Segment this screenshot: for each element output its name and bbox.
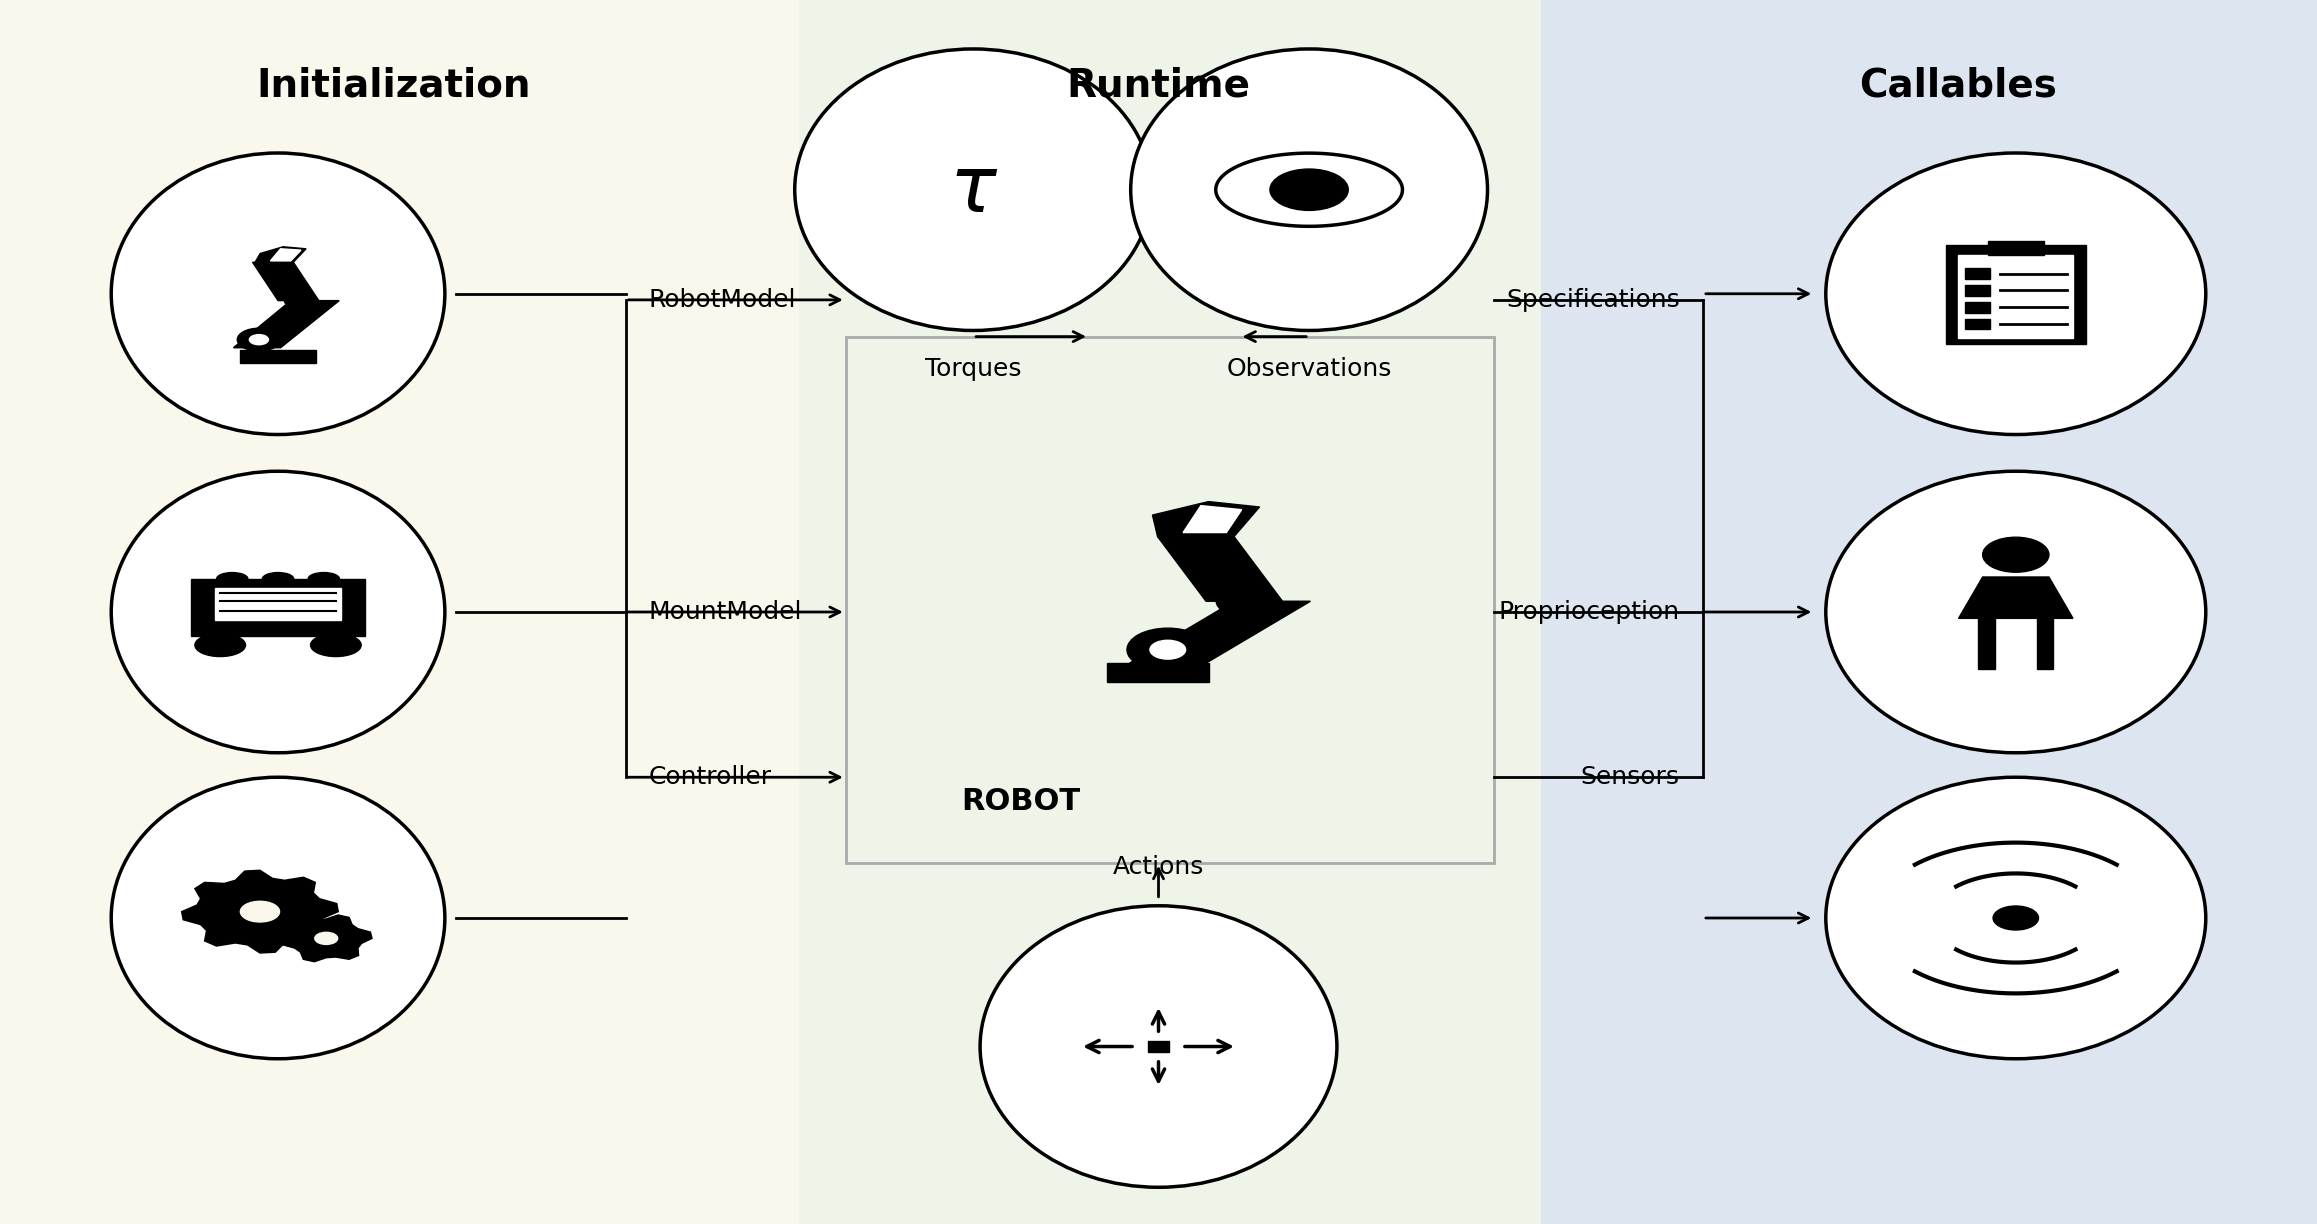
Text: Sensors: Sensors <box>1580 765 1680 789</box>
Polygon shape <box>1152 502 1260 536</box>
Ellipse shape <box>215 573 248 585</box>
Text: RobotModel: RobotModel <box>649 288 797 312</box>
Polygon shape <box>280 916 373 962</box>
Ellipse shape <box>308 573 341 585</box>
Polygon shape <box>1108 663 1209 682</box>
Polygon shape <box>1158 536 1281 601</box>
Polygon shape <box>255 247 306 262</box>
Ellipse shape <box>1826 153 2206 435</box>
Polygon shape <box>1946 245 2085 344</box>
FancyBboxPatch shape <box>799 0 1541 1224</box>
Ellipse shape <box>980 906 1337 1187</box>
Polygon shape <box>271 248 301 261</box>
FancyBboxPatch shape <box>846 337 1494 863</box>
Polygon shape <box>239 350 315 364</box>
Polygon shape <box>1979 618 1995 670</box>
Text: ROBOT: ROBOT <box>962 787 1080 816</box>
Polygon shape <box>181 870 338 953</box>
Polygon shape <box>1216 153 1402 226</box>
Ellipse shape <box>1216 586 1272 616</box>
Text: Torques: Torques <box>924 357 1022 382</box>
Ellipse shape <box>195 634 246 656</box>
Text: Actions: Actions <box>1112 854 1205 879</box>
Text: Observations: Observations <box>1226 357 1393 382</box>
Ellipse shape <box>795 49 1152 330</box>
Ellipse shape <box>1149 640 1186 660</box>
Ellipse shape <box>1983 537 2048 573</box>
FancyBboxPatch shape <box>0 0 799 1224</box>
FancyBboxPatch shape <box>1541 0 2317 1224</box>
Ellipse shape <box>1131 49 1488 330</box>
Text: Controller: Controller <box>649 765 772 789</box>
Text: Specifications: Specifications <box>1506 288 1680 312</box>
Polygon shape <box>1128 601 1311 663</box>
Ellipse shape <box>111 471 445 753</box>
Ellipse shape <box>1993 906 2039 930</box>
Ellipse shape <box>111 777 445 1059</box>
Ellipse shape <box>315 933 338 945</box>
Polygon shape <box>253 262 320 301</box>
Ellipse shape <box>262 573 294 585</box>
Ellipse shape <box>1826 777 2206 1059</box>
Ellipse shape <box>285 294 313 308</box>
Ellipse shape <box>1126 628 1209 671</box>
Polygon shape <box>1965 285 1990 296</box>
Text: Runtime: Runtime <box>1066 66 1251 105</box>
Ellipse shape <box>111 153 445 435</box>
Ellipse shape <box>250 334 269 345</box>
Text: MountModel: MountModel <box>649 600 802 624</box>
Polygon shape <box>234 301 338 348</box>
Polygon shape <box>1958 256 2074 338</box>
Polygon shape <box>1958 577 2074 618</box>
Ellipse shape <box>1270 169 1348 211</box>
Polygon shape <box>1147 1040 1170 1053</box>
Text: Callables: Callables <box>1858 66 2057 105</box>
Polygon shape <box>1965 318 1990 329</box>
Polygon shape <box>1965 302 1990 312</box>
Text: Proprioception: Proprioception <box>1499 600 1680 624</box>
Polygon shape <box>1988 241 2044 256</box>
Ellipse shape <box>236 328 280 351</box>
Text: $\tau$: $\tau$ <box>948 152 999 228</box>
Polygon shape <box>192 579 364 636</box>
Polygon shape <box>215 588 341 619</box>
Text: Initialization: Initialization <box>257 66 531 105</box>
Ellipse shape <box>310 634 361 656</box>
Polygon shape <box>1965 268 1990 279</box>
Ellipse shape <box>241 901 280 922</box>
Ellipse shape <box>1826 471 2206 753</box>
Polygon shape <box>2037 618 2053 670</box>
Polygon shape <box>1184 506 1242 532</box>
